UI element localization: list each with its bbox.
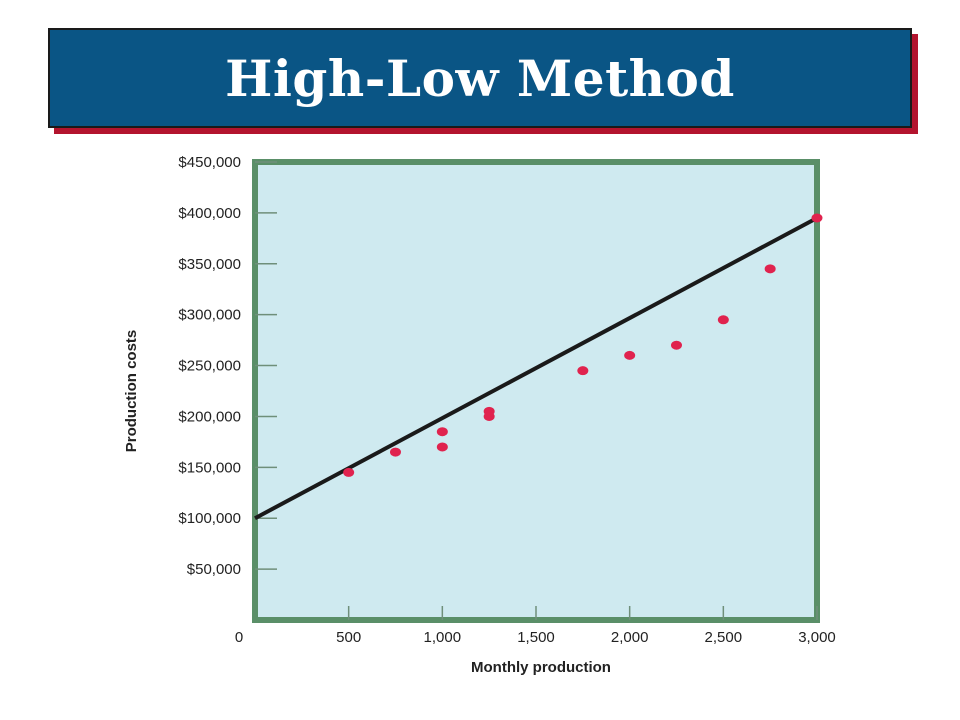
data-points (343, 213, 823, 477)
y-tick-label: $350,000 (178, 256, 241, 273)
y-tick-label: $50,000 (187, 561, 241, 578)
data-point (436, 442, 448, 452)
y-tick-label: $300,000 (178, 307, 241, 324)
y-axis-title: Production costs (123, 330, 140, 453)
data-point (624, 350, 636, 360)
y-tick-label: $100,000 (178, 510, 241, 527)
x-axis: 0 500 1,000 1,500 2,000 2,500 3,000 (235, 606, 836, 646)
data-point (436, 427, 448, 437)
scatter-chart: $50,000 $100,000 $150,000 $200,000 $250,000 $… (123, 154, 836, 676)
x-axis-title: Monthly production (471, 659, 611, 676)
x-tick-label: 0 (235, 629, 243, 646)
y-tick-label: $150,000 (178, 459, 241, 476)
data-point (577, 366, 589, 376)
x-tick-label: 500 (336, 629, 361, 646)
x-tick-label: 2,000 (611, 629, 649, 646)
y-tick-label: $400,000 (178, 205, 241, 222)
plot-area (252, 159, 820, 623)
page-title: High-Low Method (225, 48, 735, 108)
x-tick-label: 2,500 (705, 629, 743, 646)
data-point (764, 264, 776, 274)
y-tick-label: $450,000 (178, 154, 241, 171)
chart-container: $50,000 $100,000 $150,000 $200,000 $250,000 $… (112, 150, 848, 680)
x-tick-label: 3,000 (798, 629, 836, 646)
y-tick-label: $250,000 (178, 358, 241, 375)
x-tick-label: 1,500 (517, 629, 555, 646)
data-point (390, 447, 401, 457)
x-tick-label: 1,000 (424, 629, 462, 646)
title-banner: High-Low Method (48, 28, 912, 128)
y-axis: $50,000 $100,000 $150,000 $200,000 $250,000 $… (178, 154, 277, 578)
data-point (717, 315, 729, 325)
y-tick-label: $200,000 (178, 408, 241, 425)
data-point (343, 467, 355, 477)
data-point (483, 411, 495, 421)
data-point (671, 340, 682, 350)
data-point (811, 213, 823, 223)
